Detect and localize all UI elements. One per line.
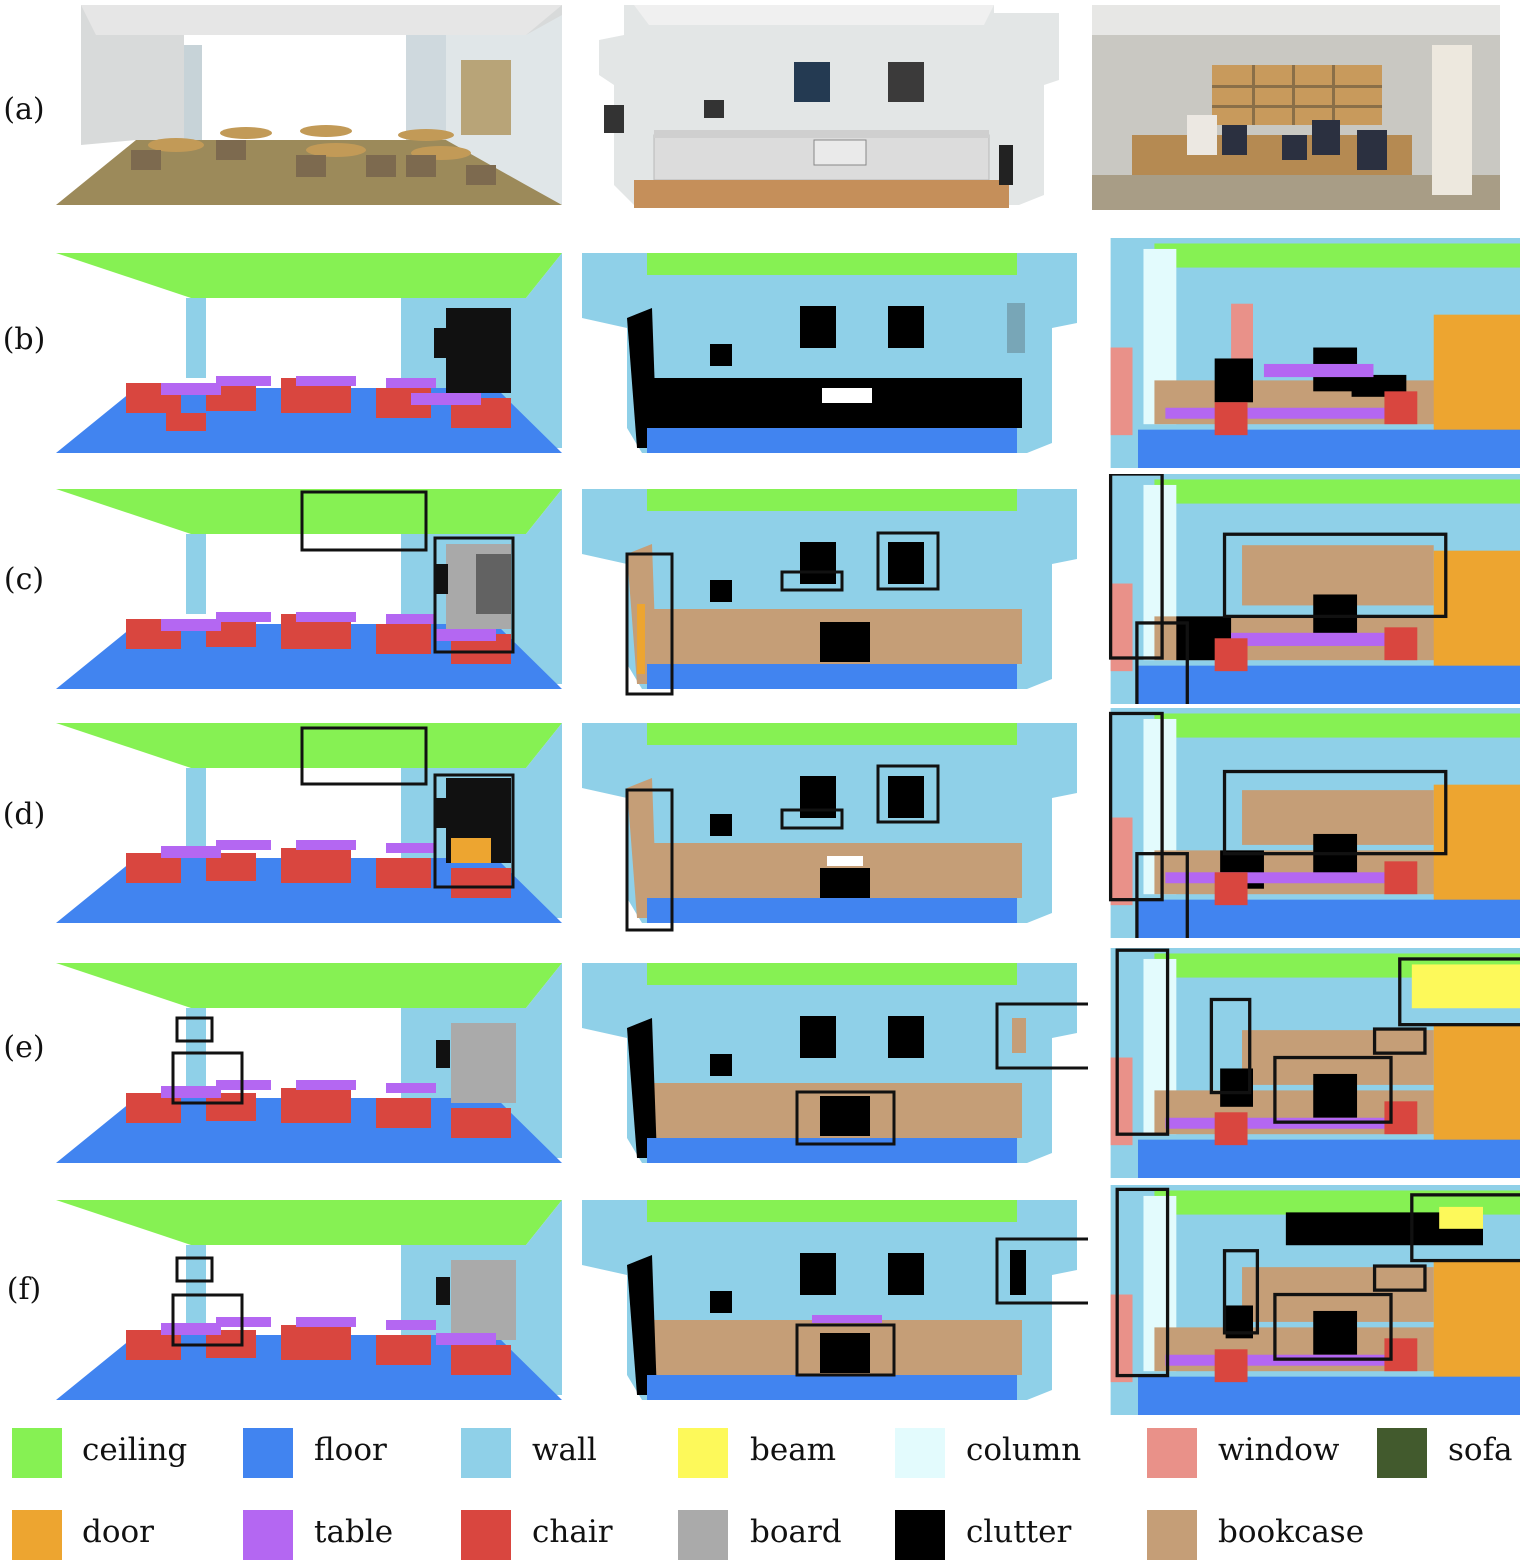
legend-label-bookcase: bookcase	[1218, 1514, 1365, 1550]
seg-office-c	[1108, 474, 1520, 704]
legend-label-beam: beam	[750, 1432, 837, 1468]
seg-pantry-e	[582, 963, 1088, 1163]
seg-office-f	[1110, 1185, 1520, 1415]
legend-label-wall: wall	[532, 1432, 597, 1468]
row-label-b: (b)	[2, 322, 46, 357]
legend-label-window: window	[1218, 1432, 1340, 1468]
legend-label-table: table	[314, 1514, 394, 1550]
legend-label-sofa: sofa	[1448, 1432, 1513, 1468]
legend-label-column: column	[966, 1432, 1082, 1468]
legend-swatch-board	[678, 1510, 728, 1560]
row-label-a: (a)	[3, 92, 45, 127]
legend-swatch-ceiling	[12, 1428, 62, 1478]
seg-conference-room-f	[56, 1200, 562, 1400]
row-label-d: (d)	[2, 797, 46, 832]
row-label-c: (c)	[3, 562, 45, 597]
legend-label-clutter: clutter	[966, 1514, 1072, 1550]
seg-office-e	[1110, 948, 1520, 1178]
seg-conference-room-b	[56, 253, 562, 453]
legend-label-door: door	[82, 1514, 154, 1550]
legend-swatch-bookcase	[1147, 1510, 1197, 1560]
legend-swatch-clutter	[895, 1510, 945, 1560]
legend-swatch-door	[12, 1510, 62, 1560]
legend-swatch-chair	[461, 1510, 511, 1560]
seg-conference-room-d	[56, 723, 562, 923]
seg-office-b	[1110, 238, 1520, 468]
legend-label-ceiling: ceiling	[82, 1432, 188, 1468]
seg-pantry-c	[582, 489, 1077, 696]
seg-conference-room-c	[56, 489, 562, 689]
legend-label-floor: floor	[314, 1432, 387, 1468]
seg-office-d	[1108, 708, 1520, 938]
rgb-scene-office	[1092, 5, 1500, 210]
row-label-e: (e)	[3, 1030, 45, 1065]
legend-swatch-beam	[678, 1428, 728, 1478]
legend-swatch-floor	[243, 1428, 293, 1478]
seg-pantry-b	[582, 253, 1077, 453]
legend-swatch-window	[1147, 1428, 1197, 1478]
legend-label-board: board	[750, 1514, 842, 1550]
legend-swatch-table	[243, 1510, 293, 1560]
rgb-scene-conference-room	[56, 5, 562, 205]
seg-pantry-f	[582, 1200, 1088, 1400]
legend-swatch-sofa	[1377, 1428, 1427, 1478]
legend-label-chair: chair	[532, 1514, 613, 1550]
rgb-scene-pantry	[599, 5, 1059, 208]
seg-conference-room-e	[56, 963, 562, 1163]
row-label-f: (f)	[6, 1272, 42, 1307]
legend-swatch-column	[895, 1428, 945, 1478]
seg-pantry-d	[582, 723, 1077, 932]
legend-swatch-wall	[461, 1428, 511, 1478]
